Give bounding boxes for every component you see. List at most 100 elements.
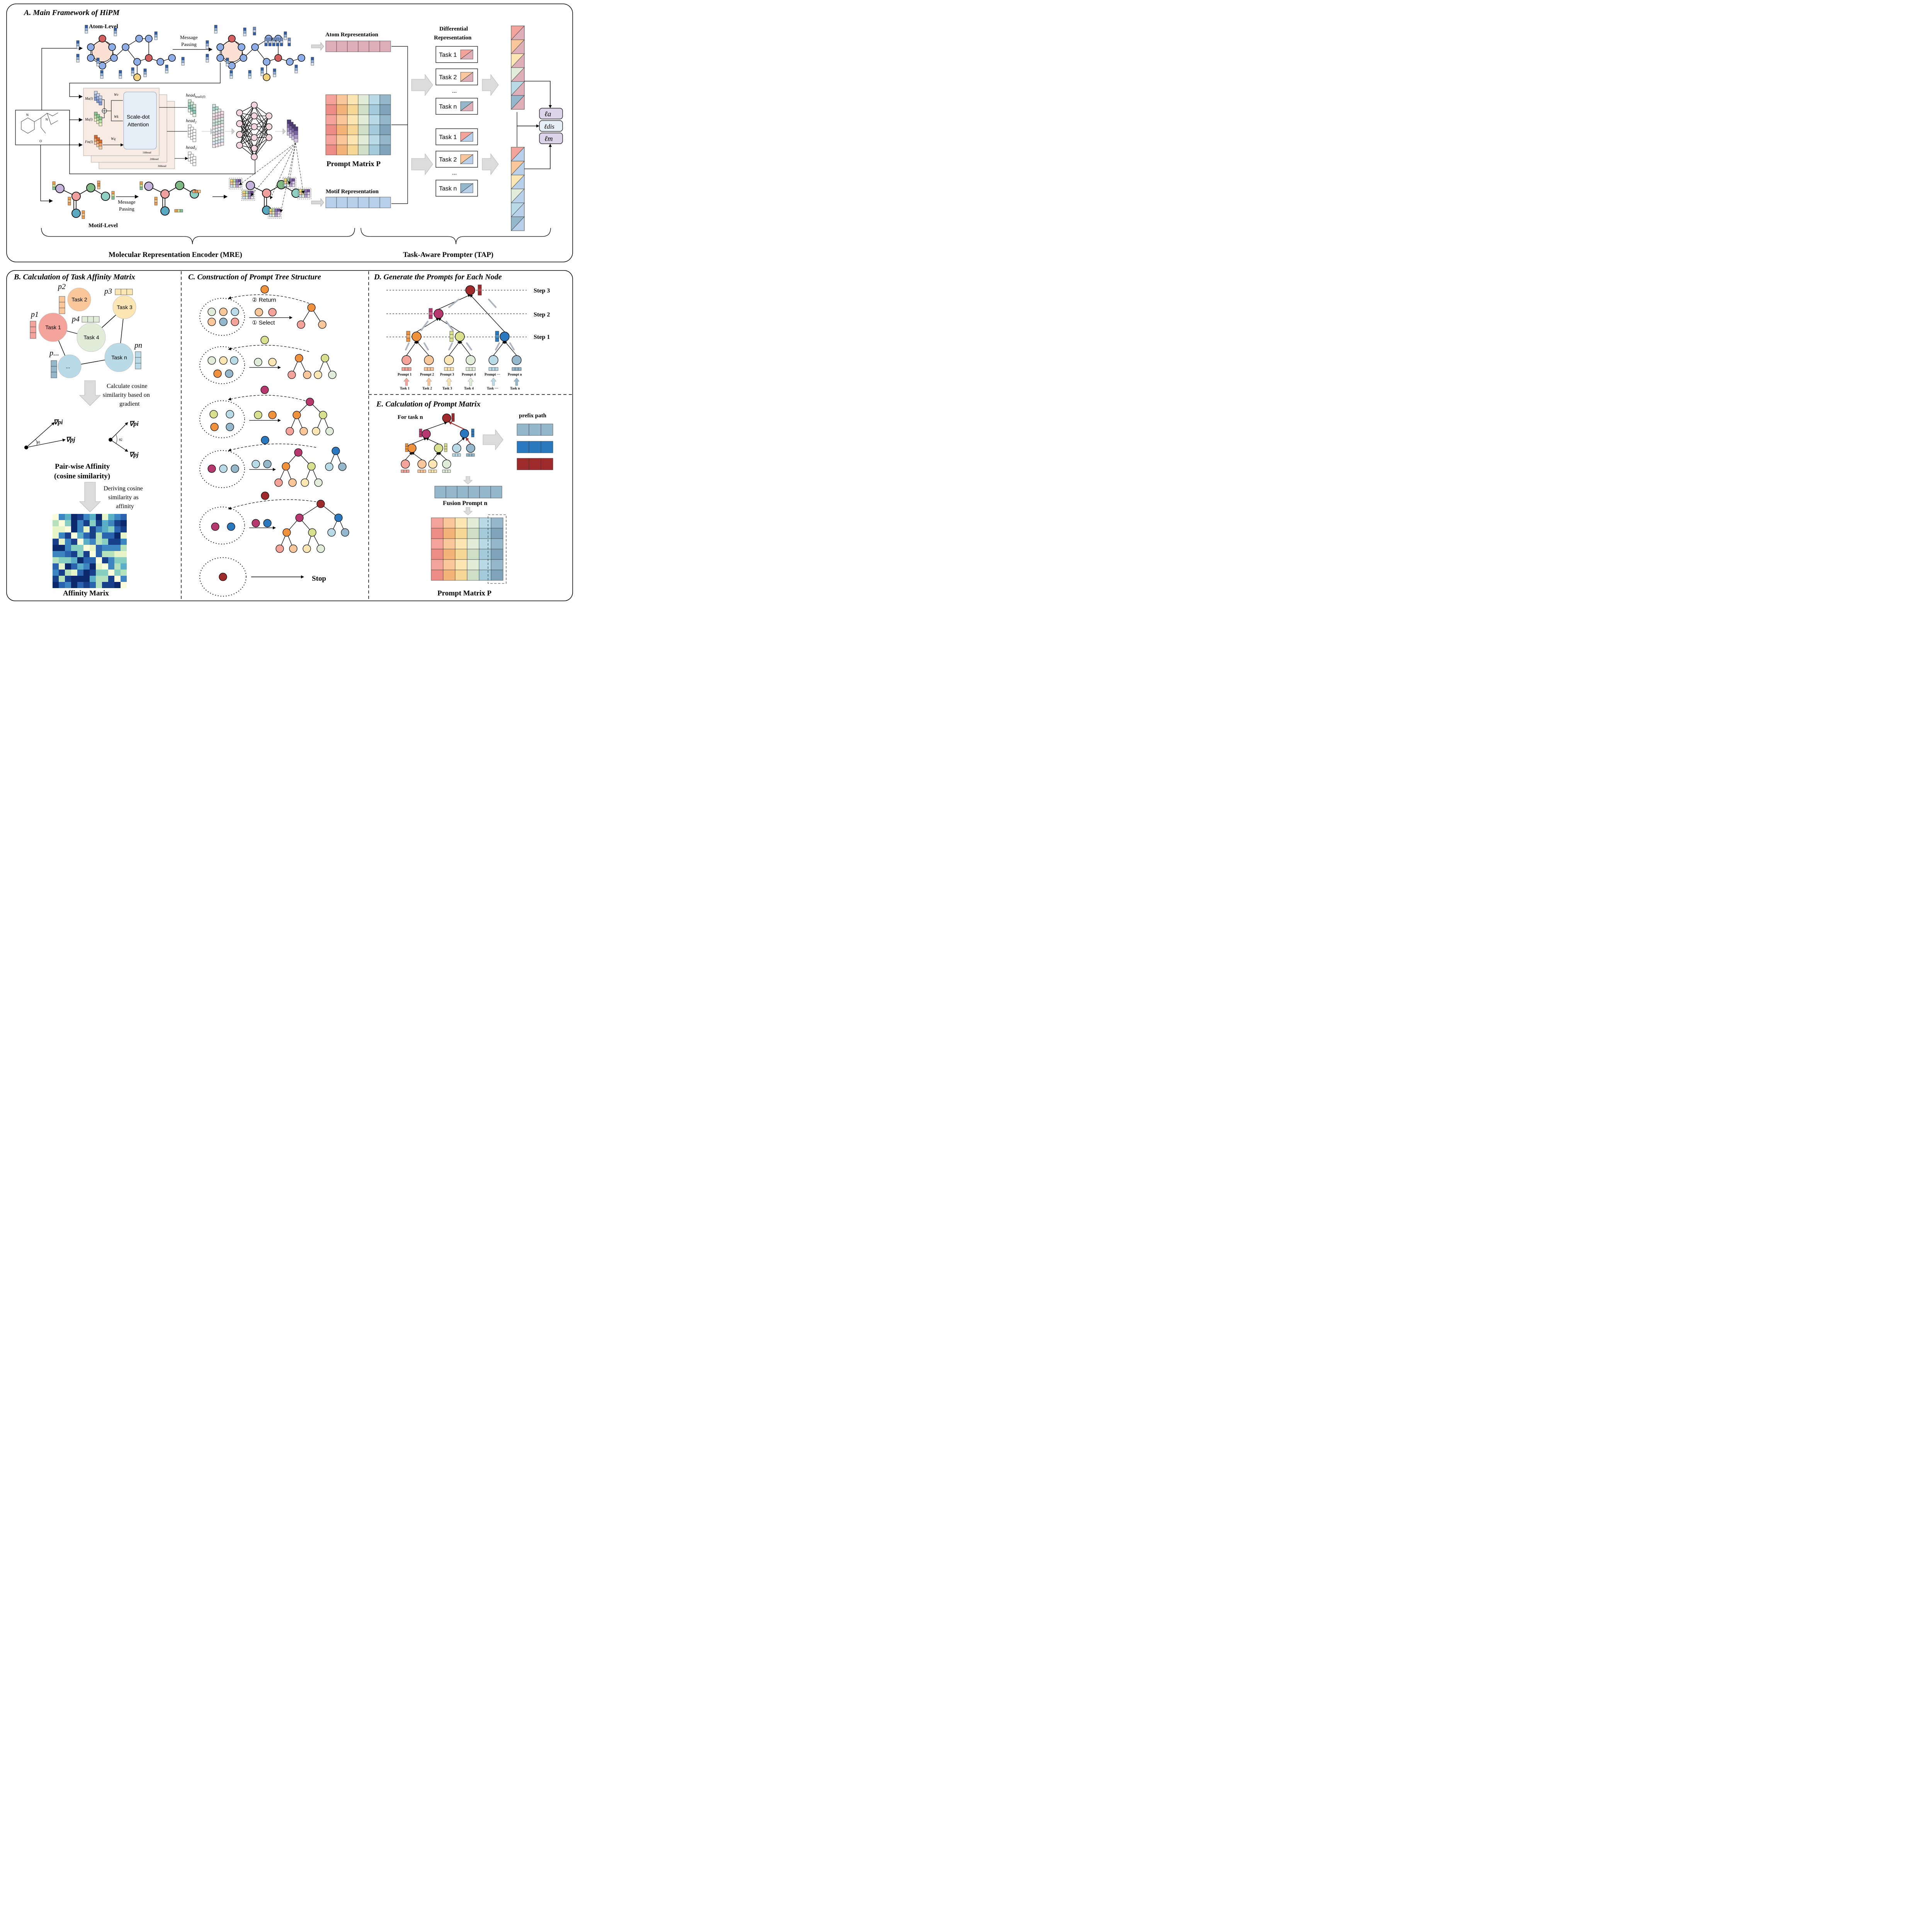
input-fm-label: Fm(l) — [85, 140, 93, 144]
heatmap-cell — [77, 570, 83, 576]
leaf-prompt-label: Prompt 2 — [420, 372, 434, 376]
prompt-vector-p2 — [59, 296, 65, 314]
step1-line-2: similarity based on — [103, 392, 150, 398]
atom-representation-label: Atom Representation — [325, 32, 378, 38]
heatmap-cell — [83, 532, 90, 539]
atom-feature-vector — [206, 40, 209, 49]
atom-node — [156, 58, 164, 66]
panel-a-border — [6, 3, 573, 262]
atom-node — [263, 58, 270, 66]
heatmap-cell — [53, 514, 59, 520]
leaf-node — [424, 355, 434, 365]
prompt-matrix-cell — [431, 517, 444, 529]
candidate-pool-2 — [199, 346, 245, 384]
panel-d: D. Generate the Prompts for Each Node St… — [374, 273, 550, 390]
mlp-output-stack — [287, 119, 298, 143]
task-circle — [230, 356, 238, 365]
heatmap-cell — [83, 576, 90, 582]
ms-stack — [99, 116, 102, 126]
prompt-matrix-cell — [379, 134, 391, 145]
task-circle — [219, 573, 227, 581]
gradient-vectors-small-angle: θ1 ∇pi ∇pj — [24, 418, 75, 449]
attended-vector-cells — [299, 194, 310, 198]
panel-a: A. Main Framework of HiPM N N O Atom-Lev… — [6, 3, 573, 262]
task-box-label: Task n — [439, 104, 457, 110]
motif-feature-vector — [139, 181, 143, 190]
input-ms-label: Ms(l) — [85, 117, 93, 121]
attended-vector-cells — [230, 179, 242, 182]
prompt-matrix-cell — [358, 114, 369, 125]
heatmap-cell — [96, 551, 102, 557]
atom-node — [228, 62, 236, 70]
e-leaf-vector — [442, 469, 451, 473]
step1-node — [500, 332, 510, 342]
task-node-label: Task 4 — [83, 334, 99, 340]
atom-node — [286, 58, 294, 66]
atom-feature-vector — [154, 31, 158, 40]
framework-figure: A. Main Framework of HiPM N N O Atom-Lev… — [6, 3, 573, 601]
atom-feature-vector — [165, 65, 168, 73]
prompt-matrix-cell — [347, 145, 359, 155]
e-node-vector — [451, 413, 455, 422]
fusion-prompt-label: Fusion Prompt n — [443, 500, 487, 507]
task-node — [112, 295, 136, 319]
theta2-label: θ2 — [119, 438, 122, 442]
heatmap-cell — [102, 545, 108, 551]
task-graph: Task 1 Task 2 Task 3 Task 4... Task n p2 p3 p1 p… — [30, 282, 142, 378]
atom-feature-vector — [248, 70, 252, 79]
prompt-matrix-cell — [379, 104, 391, 115]
task-circle — [287, 371, 296, 379]
heatmap-cell — [114, 551, 121, 557]
motif-representation-cells — [325, 197, 391, 208]
tap-label: Task-Aware Prompter (TAP) — [403, 251, 493, 259]
attended-vector-cells — [284, 181, 295, 184]
heatmap-cell — [65, 532, 71, 539]
prompt-vector-pdots — [51, 360, 57, 378]
task-circle — [252, 519, 260, 527]
task-node — [77, 323, 106, 352]
prompt-matrix-cell — [347, 124, 359, 135]
task-circle — [207, 308, 216, 316]
prompt-vector-p3 — [115, 289, 133, 295]
attended-vector — [282, 177, 296, 189]
attended-vector-cells — [269, 211, 281, 214]
e-leaf-node — [466, 444, 475, 453]
task-circle — [341, 528, 349, 537]
task-circle — [210, 423, 219, 431]
e-inner-node — [407, 444, 417, 453]
prompt-matrix-cell — [431, 528, 444, 539]
task-circle — [319, 411, 327, 419]
tap-upper-task-1: Task 1 — [435, 46, 478, 63]
step2-line-2: similarity as — [108, 494, 139, 501]
prompt-generation-tree: Prompt 1 Task 1 Prompt 2 Task 2 Prompt 3 Task… — [386, 284, 527, 390]
leaf-prompt-vector — [466, 367, 476, 371]
return-label: ② Return — [252, 297, 276, 303]
heatmap-cell — [102, 582, 108, 588]
grad-pj-label-2: ∇pj — [129, 451, 139, 458]
scale-dot-attention-box — [123, 92, 157, 150]
task-circle — [316, 544, 325, 553]
prompt-matrix-cell — [491, 528, 503, 539]
task-node — [67, 287, 91, 311]
prompt-matrix-cell — [336, 124, 348, 135]
mlp-neuron — [236, 120, 243, 127]
task-circle — [260, 285, 269, 294]
prompt-matrix-cell — [443, 559, 456, 570]
atom-node — [274, 54, 282, 62]
heatmap-cell — [102, 570, 108, 576]
task-circle — [307, 303, 316, 312]
heatmap-cell — [102, 557, 108, 563]
task-circle — [261, 436, 269, 444]
step1-node — [455, 332, 465, 342]
task-circle — [318, 320, 327, 329]
node-prompt-vector — [495, 331, 499, 342]
heatmap-cell — [96, 563, 102, 570]
panel-a-title: A. Main Framework of HiPM — [23, 9, 120, 17]
heatmap-cell — [96, 557, 102, 563]
heatmap-cell — [59, 526, 65, 532]
heatmap-cell — [114, 570, 121, 576]
fusion-prompt-vector — [434, 486, 502, 498]
prompt-pdots-label: p... — [49, 349, 59, 357]
heatmap-cell — [102, 526, 108, 532]
candidate-pool-3 — [199, 400, 245, 438]
